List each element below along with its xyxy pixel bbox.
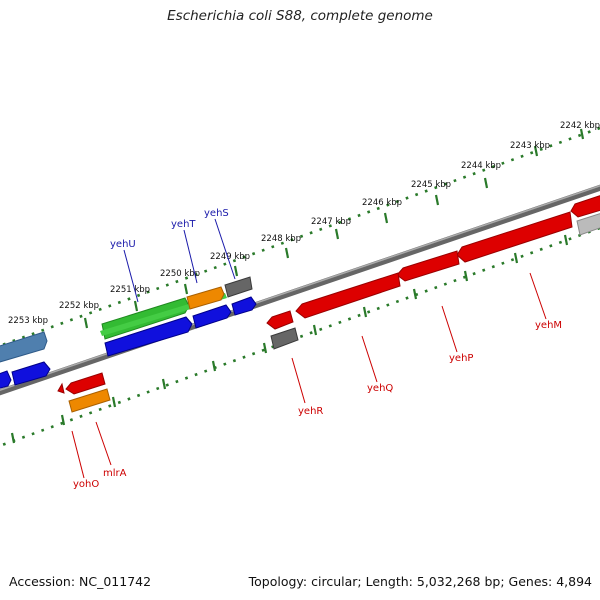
gene-yohO [57,382,65,394]
yehQ-leader [361,335,378,383]
tick-label: 2242 kbp [560,121,600,131]
yehM-leader [529,272,547,320]
accession-text: Accession: NC_011742 [9,574,152,589]
gene-red-right-top [570,195,600,218]
gene-label-yehS: yehS [204,208,229,219]
gene-yehR [270,327,299,350]
yehP-leader [441,305,458,353]
tick-label: 2251 kbp [110,285,150,295]
yehU-leader [123,249,139,303]
yehR-leader [291,357,306,404]
backbone-highlight [0,185,600,391]
gene-silver [576,213,600,236]
gene-label-yehR: yehR [298,406,323,417]
yohO-leader [71,430,85,479]
gene-blue-forward [11,361,51,386]
gene-orange-reverse [68,388,111,413]
tick-label: 2243 kbp [510,141,550,151]
gene-yehS [224,276,253,298]
gene-label-yehP: yehP [449,353,473,364]
map-title: Escherichia coli S88, complete genome [167,8,433,24]
gene-blue-forward-4 [231,296,257,316]
topology-text: Topology: circular; Length: 5,032,268 bp… [248,574,592,589]
gene-blue-forward-2 [104,316,193,357]
tick-label: 2247 kbp [311,217,351,227]
gene-red-small [266,310,294,330]
tick-label: 2245 kbp [411,180,451,190]
gene-label-yehM: yehM [535,320,562,331]
gene-yehQ [295,272,401,319]
gene-label-yohO: yohO [73,479,99,490]
forward-strand-genes [0,276,257,389]
inner-tick-ruler [0,226,600,448]
gene-blue-forward-3 [192,304,232,329]
yehT-leader [183,229,198,284]
gene-mlrA [65,372,106,395]
mlrA-leader [95,421,112,466]
gene-label-yehQ: yehQ [367,383,393,394]
tick-label: 2250 kbp [160,269,200,279]
tick-label: 2252 kbp [59,301,99,311]
tick-label: 2249 kbp [210,252,250,262]
gene-blue-forward-left [0,370,12,389]
gene-label-yehT: yehT [171,219,196,230]
tick-label: 2248 kbp [261,234,301,244]
reverse-strand-genes [57,195,600,413]
tick-label: 2253 kbp [8,316,48,326]
yehS-leader [214,218,236,280]
gene-yehT [186,286,225,310]
gene-label-yehU: yehU [110,239,136,250]
gene-steel-forward [0,331,48,363]
inner-major-ticks [10,234,569,444]
tick-label: 2244 kbp [461,161,501,171]
tick-label: 2246 kbp [362,198,402,208]
genome-backbone [0,184,600,396]
gene-label-mlrA: mlrA [103,468,127,479]
